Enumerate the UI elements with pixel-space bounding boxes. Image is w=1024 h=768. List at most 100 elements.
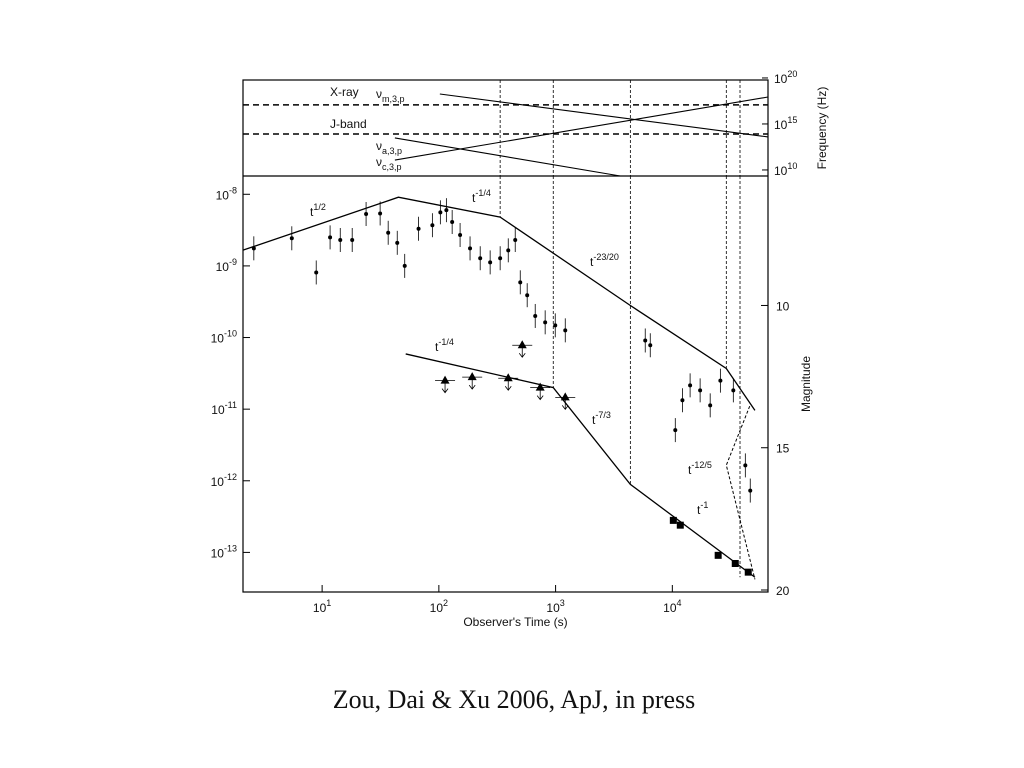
y-tick-label-sup: -10: [224, 329, 237, 339]
slope-annotation-sup: -1/4: [438, 337, 454, 347]
data-point: [416, 226, 421, 231]
data-point: [698, 388, 703, 393]
triangle-point: [535, 382, 545, 391]
slope-annotation-sup: 1/2: [313, 202, 326, 212]
data-point: [402, 263, 407, 268]
y-tick-label-sup: -11: [225, 400, 237, 410]
frequency-line: [439, 93, 769, 138]
data-point: [458, 233, 463, 238]
square-point: [676, 521, 684, 529]
series-label-sub: a,3,p: [382, 146, 402, 156]
data-point: [395, 240, 400, 245]
slope-annotation: t-23/20: [590, 252, 619, 269]
data-point: [364, 212, 369, 217]
slope-annotation: t-1: [697, 500, 708, 517]
slope-annotation-base: t: [472, 191, 476, 205]
slope-annotation-base: t: [590, 255, 594, 269]
y2-tick-label: 10: [776, 299, 790, 313]
data-point: [643, 338, 648, 343]
y-tick-label-base: 10: [211, 332, 225, 346]
x-tick-label: 104: [663, 598, 681, 615]
square-point: [744, 568, 752, 576]
triangle-point: [560, 392, 570, 401]
square-point: [714, 551, 722, 559]
y-tick-label-sup: 20: [787, 69, 797, 79]
data-point: [718, 378, 723, 383]
y-tick-label: 10-9: [216, 257, 237, 274]
x-tick-label-base: 10: [430, 601, 444, 615]
slope-annotation: t-1/4: [435, 337, 454, 354]
data-point: [648, 343, 653, 348]
y-tick-label: 10-10: [211, 329, 237, 346]
x-tick-label-sup: 3: [560, 598, 565, 608]
x-tick-label: 102: [430, 598, 448, 615]
x-tick-label: 101: [313, 598, 331, 615]
x-tick-label-sup: 1: [326, 598, 331, 608]
slope-annotation: t1/2: [310, 202, 326, 219]
data-point: [563, 328, 568, 333]
data-point: [350, 237, 355, 242]
triangle-point: [503, 373, 513, 382]
data-point: [488, 260, 493, 265]
data-point: [748, 488, 753, 493]
data-point: [468, 246, 473, 251]
square-point: [731, 559, 739, 567]
data-point: [251, 246, 256, 251]
y-tick-label: 10-11: [211, 400, 237, 417]
y-tick-label-base: 10: [211, 403, 225, 417]
data-point: [506, 248, 511, 253]
y-tick-label: 1015: [774, 115, 797, 132]
y-tick-label: 1020: [774, 69, 797, 86]
y-tick-label-sup: -12: [224, 472, 237, 482]
slope-annotation: t-12/5: [688, 460, 712, 477]
series-label-sub: c,3,p: [382, 162, 402, 172]
data-point: [513, 237, 518, 242]
plot-frame: [242, 79, 769, 593]
caption: Zou, Dai & Xu 2006, ApJ, in press: [333, 685, 696, 714]
data-point: [743, 463, 748, 468]
series-label: νa,3,p: [376, 139, 402, 156]
x-tick-label-base: 10: [313, 601, 327, 615]
x-tick-label-sup: 2: [443, 598, 448, 608]
y-tick-label-sup: 15: [787, 115, 797, 125]
model-line: [242, 196, 756, 411]
data-point: [438, 210, 443, 215]
data-point: [328, 235, 333, 240]
data-point: [386, 230, 391, 235]
triangle-point: [440, 375, 450, 384]
slope-annotation-sup: -23/20: [593, 252, 619, 262]
data-point: [338, 237, 343, 242]
data-point: [498, 256, 503, 261]
y-tick-label-base: 10: [216, 260, 230, 274]
slope-annotation: t-7/3: [592, 410, 611, 427]
slope-annotation-sup: -1: [700, 500, 708, 510]
data-point: [378, 211, 383, 216]
y-tick-label-sup: -13: [224, 543, 237, 553]
y-tick-label-base: 10: [211, 475, 225, 489]
y-tick-label-base: 10: [211, 546, 225, 560]
data-point: [533, 313, 538, 318]
data-point: [553, 323, 558, 328]
reference-label: J-band: [330, 117, 367, 131]
data-point: [289, 236, 294, 241]
slope-annotation-base: t: [688, 463, 692, 477]
series-label-sub: m,3,p: [382, 94, 405, 104]
y-tick-label: 10-8: [216, 185, 237, 202]
series-label: νm,3,p: [376, 87, 405, 104]
y-tick-label-base: 10: [774, 72, 788, 86]
model-line: [405, 353, 756, 578]
series-label-base: ν: [376, 139, 382, 153]
data-point: [450, 220, 455, 225]
series-label-base: ν: [376, 87, 382, 101]
series-label-base: ν: [376, 155, 382, 169]
x-tick-label-base: 10: [546, 601, 560, 615]
y-tick-label-sup: -9: [229, 257, 237, 267]
data-point: [688, 383, 693, 388]
slope-annotation: t-1/4: [472, 188, 491, 205]
data-point: [444, 208, 449, 213]
x-tick-label-base: 10: [663, 601, 677, 615]
series-label: νc,3,p: [376, 155, 402, 172]
triangle-point: [467, 372, 477, 381]
data-point: [543, 320, 548, 325]
